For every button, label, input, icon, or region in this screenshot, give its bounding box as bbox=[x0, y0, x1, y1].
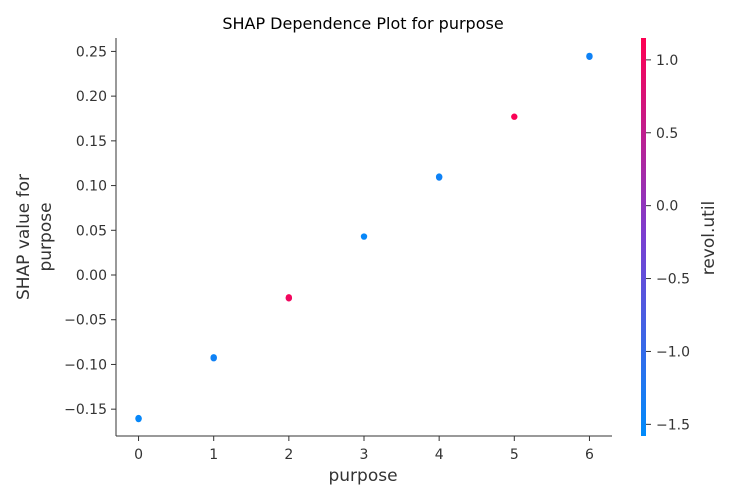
y-tick-label: 0.00 bbox=[76, 268, 107, 284]
y-tick-label: −0.10 bbox=[64, 357, 107, 373]
y-axis-label: SHAP value for purpose bbox=[14, 174, 56, 300]
y-tick-label: 0.20 bbox=[76, 89, 107, 105]
colorbar-tick-label: −1.5 bbox=[656, 417, 690, 433]
x-tick-label: 2 bbox=[284, 447, 293, 463]
x-tick-label: 0 bbox=[134, 447, 143, 463]
scatter-point bbox=[511, 113, 518, 120]
scatter-point bbox=[586, 53, 593, 60]
x-tick-label: 4 bbox=[435, 447, 444, 463]
x-ticks: 0 1 2 3 4 5 6 bbox=[134, 436, 594, 463]
y-tick-label: 0.10 bbox=[76, 179, 107, 195]
y-tick-label: 0.25 bbox=[76, 44, 107, 60]
colorbar-tick-label: −0.5 bbox=[656, 272, 690, 288]
x-axis-label: purpose bbox=[328, 466, 397, 486]
x-tick-label: 6 bbox=[585, 447, 594, 463]
colorbar bbox=[641, 38, 646, 436]
scatter-point bbox=[435, 174, 443, 181]
colorbar-tick-label: 1.0 bbox=[656, 53, 678, 69]
y-tick-label: −0.05 bbox=[64, 313, 107, 329]
scatter-point bbox=[360, 233, 368, 240]
y-tick-label: −0.15 bbox=[64, 402, 107, 418]
scatter-points bbox=[135, 52, 593, 423]
y-axis-label-line-1: SHAP value for bbox=[14, 174, 34, 300]
chart-title: SHAP Dependence Plot for purpose bbox=[222, 14, 503, 33]
colorbar-tick-label: −1.0 bbox=[656, 344, 690, 360]
x-tick-label: 5 bbox=[510, 447, 519, 463]
colorbar-ticks: 1.0 0.5 0.0 −0.5 −1.0 −1.5 bbox=[646, 53, 690, 433]
scatter-point bbox=[135, 415, 142, 423]
y-ticks: −0.15 −0.10 −0.05 0.00 0.05 0.10 0.15 0.20 0.25 bbox=[64, 44, 116, 418]
scatter-point bbox=[210, 354, 217, 362]
x-tick-label: 1 bbox=[209, 447, 218, 463]
x-tick-label: 3 bbox=[360, 447, 369, 463]
colorbar-tick-label: 0.5 bbox=[656, 126, 678, 142]
colorbar-tick-label: 0.0 bbox=[656, 199, 678, 215]
y-tick-label: 0.15 bbox=[76, 134, 107, 150]
colorbar-label: revol.util bbox=[699, 201, 719, 276]
scatter-point bbox=[285, 295, 293, 302]
y-axis-label-line-2: purpose bbox=[36, 202, 56, 271]
y-tick-label: 0.05 bbox=[76, 223, 107, 239]
